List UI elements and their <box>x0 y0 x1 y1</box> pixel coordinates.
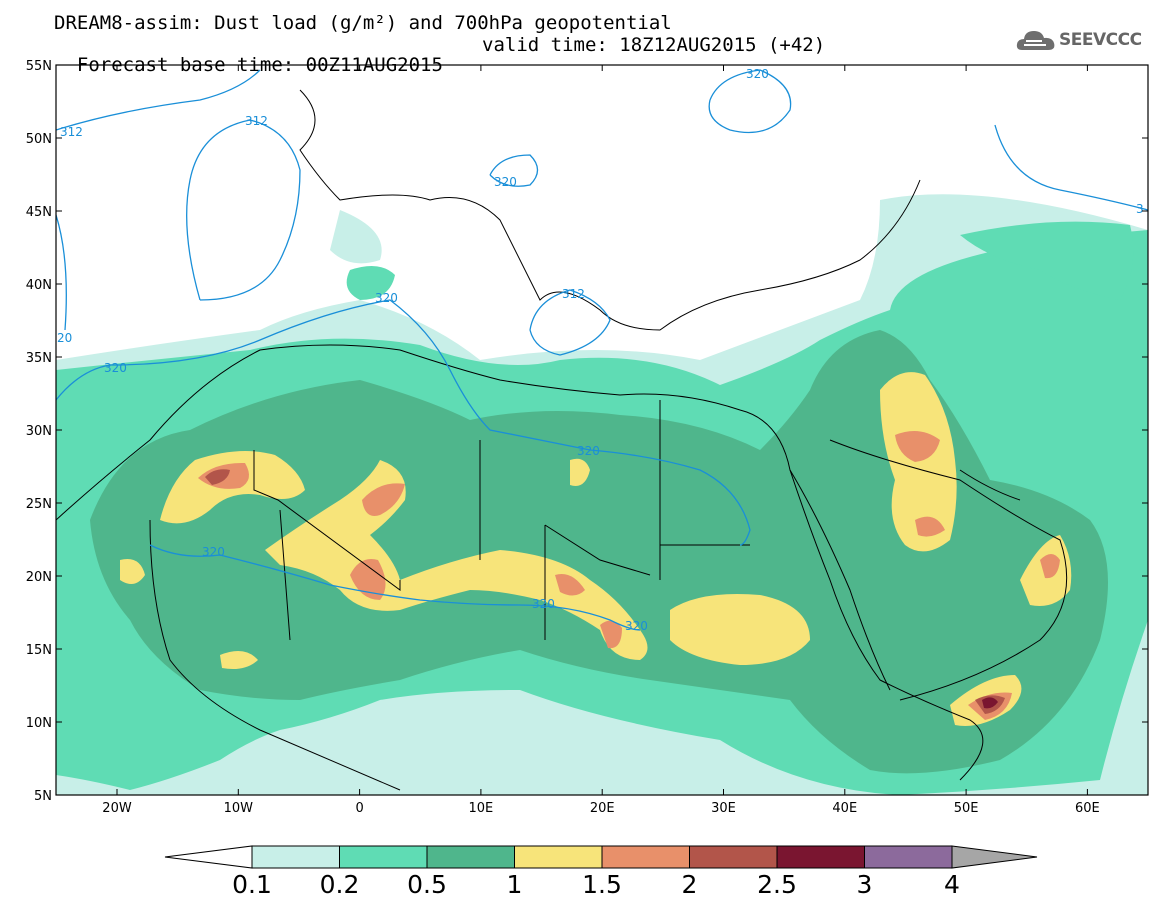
red-sea <box>789 469 891 691</box>
colorbar-segment <box>601 845 690 869</box>
contour-label: 320 <box>532 597 555 611</box>
contour-labels: 312 312 320 320 320 312 320 320 320 320 … <box>57 67 1144 633</box>
contour-label: 20 <box>57 331 72 345</box>
dust-band-1.5 <box>555 574 622 649</box>
colorbar-segment <box>689 845 778 869</box>
contour-312-atlantic <box>56 69 261 131</box>
lat-label: 25N <box>26 497 52 512</box>
colorbar-under-triangle <box>164 845 253 869</box>
dust-band-1 <box>265 460 648 660</box>
lon-label: 20W <box>102 801 132 816</box>
map-title: DREAM8-assim: Dust load (g/m²) and 700hP… <box>54 12 672 34</box>
logo-text: SEEVCCC <box>1059 30 1142 50</box>
colorbar-segment <box>426 845 515 869</box>
dust-field <box>56 194 1148 795</box>
dust-band-1 <box>880 372 957 552</box>
dust-band-2.5 <box>982 697 998 709</box>
coastline-europe <box>299 89 921 331</box>
contour-320-north <box>708 69 792 134</box>
colorbar-label: 0.1 <box>232 870 272 899</box>
contour-label: 320 <box>494 175 517 189</box>
coastline-africa <box>56 344 984 781</box>
persian-gulf <box>959 469 1021 501</box>
contour-west-edge <box>56 214 67 331</box>
dust-band-1.5 <box>350 559 386 600</box>
colorbar-segment <box>514 845 603 869</box>
dust-band-0.5 <box>90 330 1108 774</box>
contour-label: 320 <box>202 545 225 559</box>
dust-band-1.5 <box>968 554 1060 720</box>
contour-312-italy <box>529 289 611 356</box>
contour-320-alps <box>489 154 539 187</box>
lat-label: 15N <box>26 643 52 658</box>
lat-label: 45N <box>26 205 52 220</box>
contour-label: 3 <box>1136 202 1144 216</box>
lon-label: 10W <box>224 801 254 816</box>
colorbar-label: 2 <box>682 870 698 899</box>
contour-320-main <box>56 299 751 546</box>
colorbar-segment <box>251 845 340 869</box>
lat-label: 55N <box>26 59 52 74</box>
lat-label: 50N <box>26 132 52 147</box>
seevccc-logo: SEEVCCC <box>1016 26 1142 56</box>
colorbar-label: 0.5 <box>407 870 447 899</box>
colorbar: 0.1 0.2 0.5 1 1.5 2 2.5 3 4 <box>164 845 1038 899</box>
lat-label: 20N <box>26 570 52 585</box>
lon-label: 0 <box>355 801 363 816</box>
lon-label: 60E <box>1075 801 1100 816</box>
contour-label: 312 <box>245 114 268 128</box>
cloud-icon <box>1016 31 1055 50</box>
lat-label: 35N <box>26 351 52 366</box>
contour-label: 320 <box>577 444 600 458</box>
contour-320-sahel <box>149 544 641 631</box>
lon-label: 10E <box>469 801 494 816</box>
contour-label: 320 <box>375 291 398 305</box>
colorbar-label: 2.5 <box>757 870 797 899</box>
contour-label: 320 <box>104 361 127 375</box>
colorbar-segment <box>864 845 953 869</box>
colorbar-label: 3 <box>857 870 873 899</box>
lon-label: 40E <box>832 801 857 816</box>
coastline-west-africa <box>149 519 401 791</box>
lon-label: 30E <box>711 801 736 816</box>
contour-label: 312 <box>562 287 585 301</box>
colorbar-segment <box>776 845 865 869</box>
dust-band-0.1 <box>330 210 382 264</box>
arabian-peninsula <box>829 439 1068 701</box>
longitude-axis: 20W 10W 0 10E 20E 30E 40E 50E 60E <box>102 65 1100 816</box>
geopotential-contours <box>56 69 1148 631</box>
latitude-axis: 55N 50N 45N 40N 35N 30N 25N 20N 15N 10N 5N <box>26 59 1148 804</box>
valid-time: valid time: 18Z12AUG2015 (+42) <box>482 34 826 56</box>
colorbar-label: 4 <box>944 870 960 899</box>
lon-label: 50E <box>954 801 979 816</box>
contour-312-ridge <box>186 119 301 301</box>
contour-label: 320 <box>625 619 648 633</box>
lat-label: 40N <box>26 278 52 293</box>
dust-band-0.2 <box>346 266 395 300</box>
dust-band-1.5 <box>895 431 945 537</box>
dust-band-0.2 <box>960 221 1134 300</box>
colorbar-segment <box>339 845 428 869</box>
contour-label: 312 <box>60 125 83 139</box>
colorbar-label: 1.5 <box>582 870 622 899</box>
contour-east <box>994 124 1148 211</box>
lat-label: 5N <box>34 789 52 804</box>
contour-label: 320 <box>746 67 769 81</box>
country-borders <box>253 400 750 641</box>
lat-label: 10N <box>26 716 52 731</box>
colorbar-label: 0.2 <box>320 870 360 899</box>
lat-label: 30N <box>26 424 52 439</box>
coastlines <box>56 89 1068 791</box>
lon-label: 20E <box>590 801 615 816</box>
colorbar-label: 1 <box>507 870 523 899</box>
dust-band-1.5 <box>362 483 405 516</box>
dust-band-1 <box>670 594 810 665</box>
colorbar-over-triangle <box>951 845 1038 869</box>
